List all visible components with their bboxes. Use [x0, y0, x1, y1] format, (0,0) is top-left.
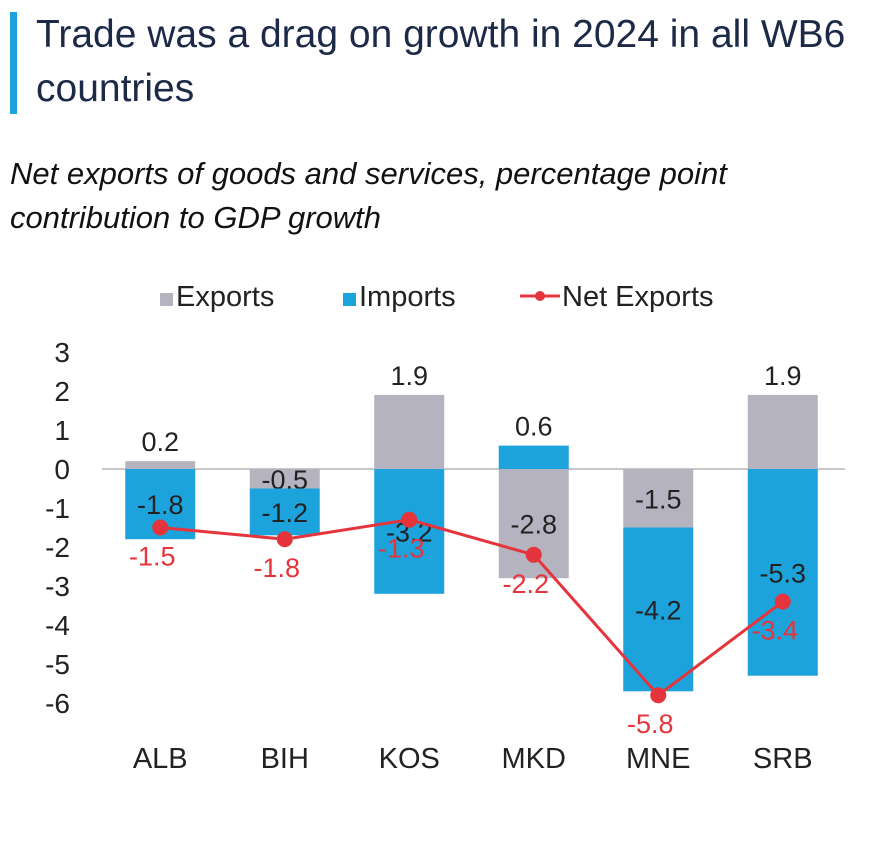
data-label: 0.2 [141, 427, 179, 457]
y-tick-label: 3 [54, 337, 70, 368]
x-tick-label: ALB [133, 743, 188, 775]
bar [249, 488, 320, 536]
data-label: -2.8 [510, 510, 557, 540]
bar [125, 461, 196, 469]
data-label: -4.2 [635, 595, 682, 625]
y-tick-label: 2 [54, 376, 70, 407]
data-label: 1.9 [764, 361, 802, 391]
y-tick-label: 1 [54, 415, 70, 446]
y-tick-label: -5 [45, 649, 70, 680]
data-label: -1.2 [261, 498, 308, 528]
data-label: -1.8 [137, 490, 184, 520]
x-tick-label: MKD [502, 743, 566, 775]
net-label: -5.8 [627, 709, 674, 739]
y-tick-label: -1 [45, 493, 70, 524]
title-accent [10, 12, 17, 114]
bar [374, 469, 445, 594]
net-label: -2.2 [502, 569, 549, 599]
data-label: 0.6 [515, 412, 553, 442]
y-tick-label: -2 [45, 532, 70, 563]
net-exports-point [774, 593, 791, 610]
bar [374, 394, 445, 469]
bar [623, 527, 694, 692]
x-tick-label: SRB [753, 743, 813, 775]
legend-label: Net Exports [562, 281, 714, 313]
bar [747, 469, 818, 676]
net-label: -1.8 [253, 553, 300, 583]
x-tick-label: BIH [261, 743, 309, 775]
x-tick-label: MNE [626, 743, 690, 775]
legend-label: Imports [359, 281, 456, 313]
bar [623, 469, 694, 528]
bar [249, 469, 320, 489]
chart-subtitle: Net exports of goods and services, perce… [10, 156, 727, 235]
chart-title: Trade was a drag on growth in 2024 in al… [36, 13, 846, 110]
legend-swatch [160, 293, 173, 306]
y-tick-label: 0 [54, 454, 70, 485]
net-exports-point [650, 687, 667, 704]
legend-label: Exports [176, 281, 274, 313]
net-label: -1.5 [129, 542, 176, 572]
net-exports-line [160, 518, 784, 698]
net-label: -1.3 [378, 534, 425, 564]
net-exports-point [525, 546, 542, 563]
net-label: -3.4 [751, 616, 798, 646]
legend-swatch [343, 293, 356, 306]
legend-marker [535, 291, 545, 301]
net-exports-point [276, 531, 293, 548]
data-label: -5.3 [759, 558, 806, 588]
y-tick-label: -3 [45, 571, 70, 602]
bar [747, 394, 818, 469]
net-exports-point [152, 519, 169, 536]
y-tick-label: -6 [45, 688, 70, 719]
net-exports-point [401, 511, 418, 528]
x-tick-label: KOS [379, 743, 440, 775]
data-label: 1.9 [390, 361, 428, 391]
bar [498, 445, 569, 469]
y-tick-label: -4 [45, 610, 70, 641]
data-label: -1.5 [635, 484, 682, 514]
